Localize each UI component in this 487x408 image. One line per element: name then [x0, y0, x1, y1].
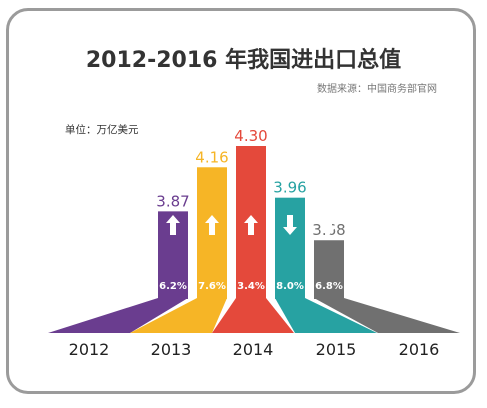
- growth-label-2014: 3.4%: [237, 281, 265, 292]
- bar-base-2015: [275, 298, 377, 333]
- data-source: 数据来源：中国商务部官网: [317, 84, 437, 95]
- value-label-2013: 4.16: [195, 148, 228, 166]
- arrow-down-icon: [322, 215, 336, 235]
- category-label-2013: 2013: [151, 340, 192, 359]
- arrow-up-icon: [205, 215, 219, 235]
- bar-2016: [314, 240, 344, 299]
- category-label-2014: 2014: [233, 340, 274, 359]
- growth-label-2016: 6.8%: [315, 281, 343, 292]
- bar-base-2016: [314, 298, 460, 333]
- category-label-2012: 2012: [69, 340, 110, 359]
- value-label-2012: 3.87: [156, 192, 189, 210]
- bar-2015: [275, 197, 305, 299]
- arrow-up-icon: [166, 215, 180, 235]
- bar-base-2013: [130, 298, 227, 333]
- unit-label: 单位：万亿美元: [65, 124, 139, 136]
- growth-label-2015: 8.0%: [276, 281, 304, 292]
- chart-title: 2012-2016 年我国进出口总值: [85, 48, 402, 73]
- value-label-2015: 3.96: [273, 179, 306, 197]
- category-label-2015: 2015: [316, 340, 357, 359]
- bar-base-2012: [48, 298, 188, 333]
- bar-base-2014: [212, 298, 294, 333]
- category-label-2016: 2016: [399, 340, 440, 359]
- arrow-down-icon: [283, 215, 297, 235]
- growth-label-2012: 6.2%: [159, 281, 187, 292]
- value-label-2014: 4.30: [234, 127, 267, 145]
- growth-label-2013: 7.6%: [198, 281, 226, 292]
- arrow-up-icon: [244, 215, 258, 235]
